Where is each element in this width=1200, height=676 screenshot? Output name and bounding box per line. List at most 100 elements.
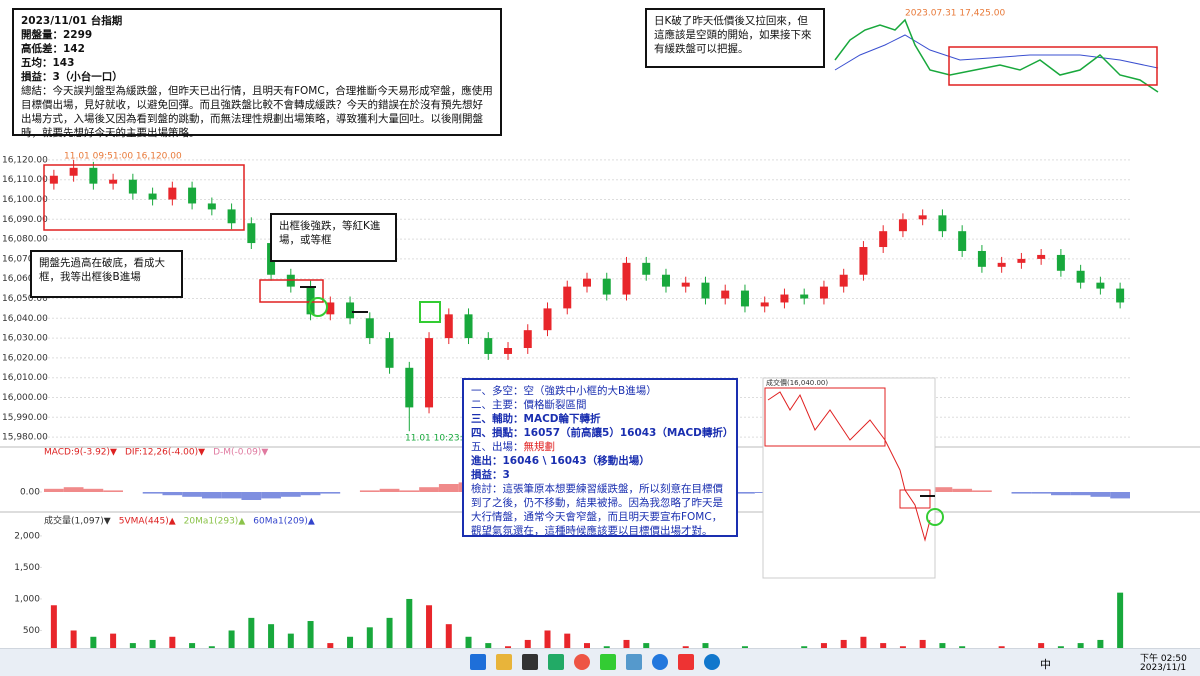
volume-bar [1117, 592, 1124, 662]
entry-marker [308, 297, 328, 317]
macd-bar [399, 490, 420, 492]
y-tick-label: 16,070.00 [2, 254, 48, 264]
macd-bar [241, 492, 262, 500]
candle-body [602, 278, 611, 295]
volume-bar [228, 630, 235, 662]
macd-bar [438, 484, 459, 492]
inset-box [764, 387, 886, 447]
summary-box: 2023/11/01 台指期 開盤量：2299 高低差：142 五均：143 損… [12, 8, 502, 139]
candle-body [444, 314, 453, 339]
macd-bar [201, 492, 222, 499]
macd-bar [103, 490, 123, 492]
macd-bar [735, 492, 755, 494]
app-icon[interactable] [574, 654, 590, 670]
summary-line: 高低差：142 [21, 43, 85, 55]
candle-body [168, 187, 177, 200]
app-icon[interactable] [652, 654, 668, 670]
candle-body [464, 314, 473, 339]
candle-body [425, 338, 434, 408]
macd-bar [261, 492, 281, 499]
pane-header: D-M(-0.09)▼ [213, 448, 268, 458]
macd-bar [182, 492, 202, 497]
entry-marker [419, 301, 441, 323]
app-icon[interactable] [704, 654, 720, 670]
y-tick-label: 16,010.00 [2, 373, 48, 383]
candle-body [997, 262, 1006, 267]
candle-body [188, 187, 197, 204]
pane-header: 20Ma1(293)▲ [184, 517, 246, 527]
pane-header: DIF:12,26(-4.00)▼ [125, 448, 205, 458]
y-tick-label: 16,000.00 [2, 393, 48, 403]
candle-body [207, 203, 216, 210]
candle-body [504, 348, 513, 354]
app-icon[interactable] [678, 654, 694, 670]
candle-body [89, 167, 98, 184]
app-icon[interactable] [548, 654, 564, 670]
y-tick-label: 16,020.00 [2, 353, 48, 363]
daily-inset [830, 0, 1170, 100]
inset-box [899, 489, 931, 509]
candle-body [859, 247, 868, 275]
candle-body [1076, 270, 1085, 283]
candle-body [898, 219, 907, 232]
y-tick-label: 2,000 [14, 531, 40, 541]
volume-bar [386, 617, 393, 662]
y-tick-label: 16,030.00 [2, 334, 48, 344]
macd-bar [320, 492, 341, 494]
y-tick-label: 16,040.00 [2, 314, 48, 324]
candle-body [760, 302, 769, 307]
candle-body [1037, 254, 1046, 259]
plan-line: 二、主要：價格斷裂區間 [471, 399, 587, 411]
range-box [43, 164, 245, 231]
plan-line: 損益：3 [471, 469, 510, 481]
plan-exit-value: 無規劃 [523, 441, 556, 453]
candle-body [346, 302, 355, 319]
y-tick-label: 1,000 [14, 594, 40, 604]
candle-body [681, 282, 690, 287]
volume-bar [544, 630, 551, 662]
candle-body [938, 215, 947, 232]
range-box [259, 279, 324, 303]
macd-bar [379, 488, 400, 492]
candle-body [563, 286, 572, 309]
volume-bar [50, 605, 57, 662]
volume-bar [406, 598, 413, 662]
candle-body [148, 193, 157, 200]
y-tick-label: 16,090.00 [2, 215, 48, 225]
clock-time[interactable]: 下午 02:50 [1140, 654, 1187, 664]
candle-body [247, 223, 256, 244]
volume-bar [366, 627, 373, 662]
macd-bar [280, 492, 301, 497]
clock-date[interactable]: 2023/11/1 [1140, 663, 1187, 673]
candle-body [977, 250, 986, 267]
break-note: 出框後強跌，等紅K進場，或等框 [270, 213, 397, 262]
y-tick-label: 500 [23, 626, 40, 636]
macd-bar [1070, 492, 1091, 496]
candle-body [622, 262, 631, 295]
inset-panel [762, 377, 936, 579]
y-tick-label: 16,050.00 [2, 294, 48, 304]
macd-bar [221, 492, 242, 499]
candle-body [365, 318, 374, 339]
app-icon[interactable] [522, 654, 538, 670]
inset-marker [926, 508, 944, 526]
app-icon[interactable] [626, 654, 642, 670]
candle-body [484, 338, 493, 354]
note-text: 開盤先過高在破底，看成大框，我等出框後B進場 [39, 257, 165, 283]
volume-bar [248, 617, 255, 662]
ime[interactable]: 中 [1040, 658, 1051, 671]
candle-body [839, 274, 848, 287]
app-icon[interactable] [496, 654, 512, 670]
macd-bar [972, 490, 992, 492]
inset-line [767, 391, 931, 542]
candle-body [227, 209, 236, 224]
start-button[interactable] [470, 654, 486, 670]
app-icon[interactable] [600, 654, 616, 670]
candle-body [958, 231, 967, 251]
plan-box: 一、多空：空（強跌中小框的大B進場） 二、主要：價格斷裂區間 三、輔助：MACD… [462, 378, 738, 537]
daily-label: 2023.07.31 17,425.00 [905, 9, 1005, 19]
annotation: 11.01 09:51:00 16,120.00 [64, 152, 182, 162]
macd-bar [359, 490, 380, 492]
pane-header: 5VMA(445)▲ [119, 517, 176, 527]
candle-body [128, 179, 137, 194]
